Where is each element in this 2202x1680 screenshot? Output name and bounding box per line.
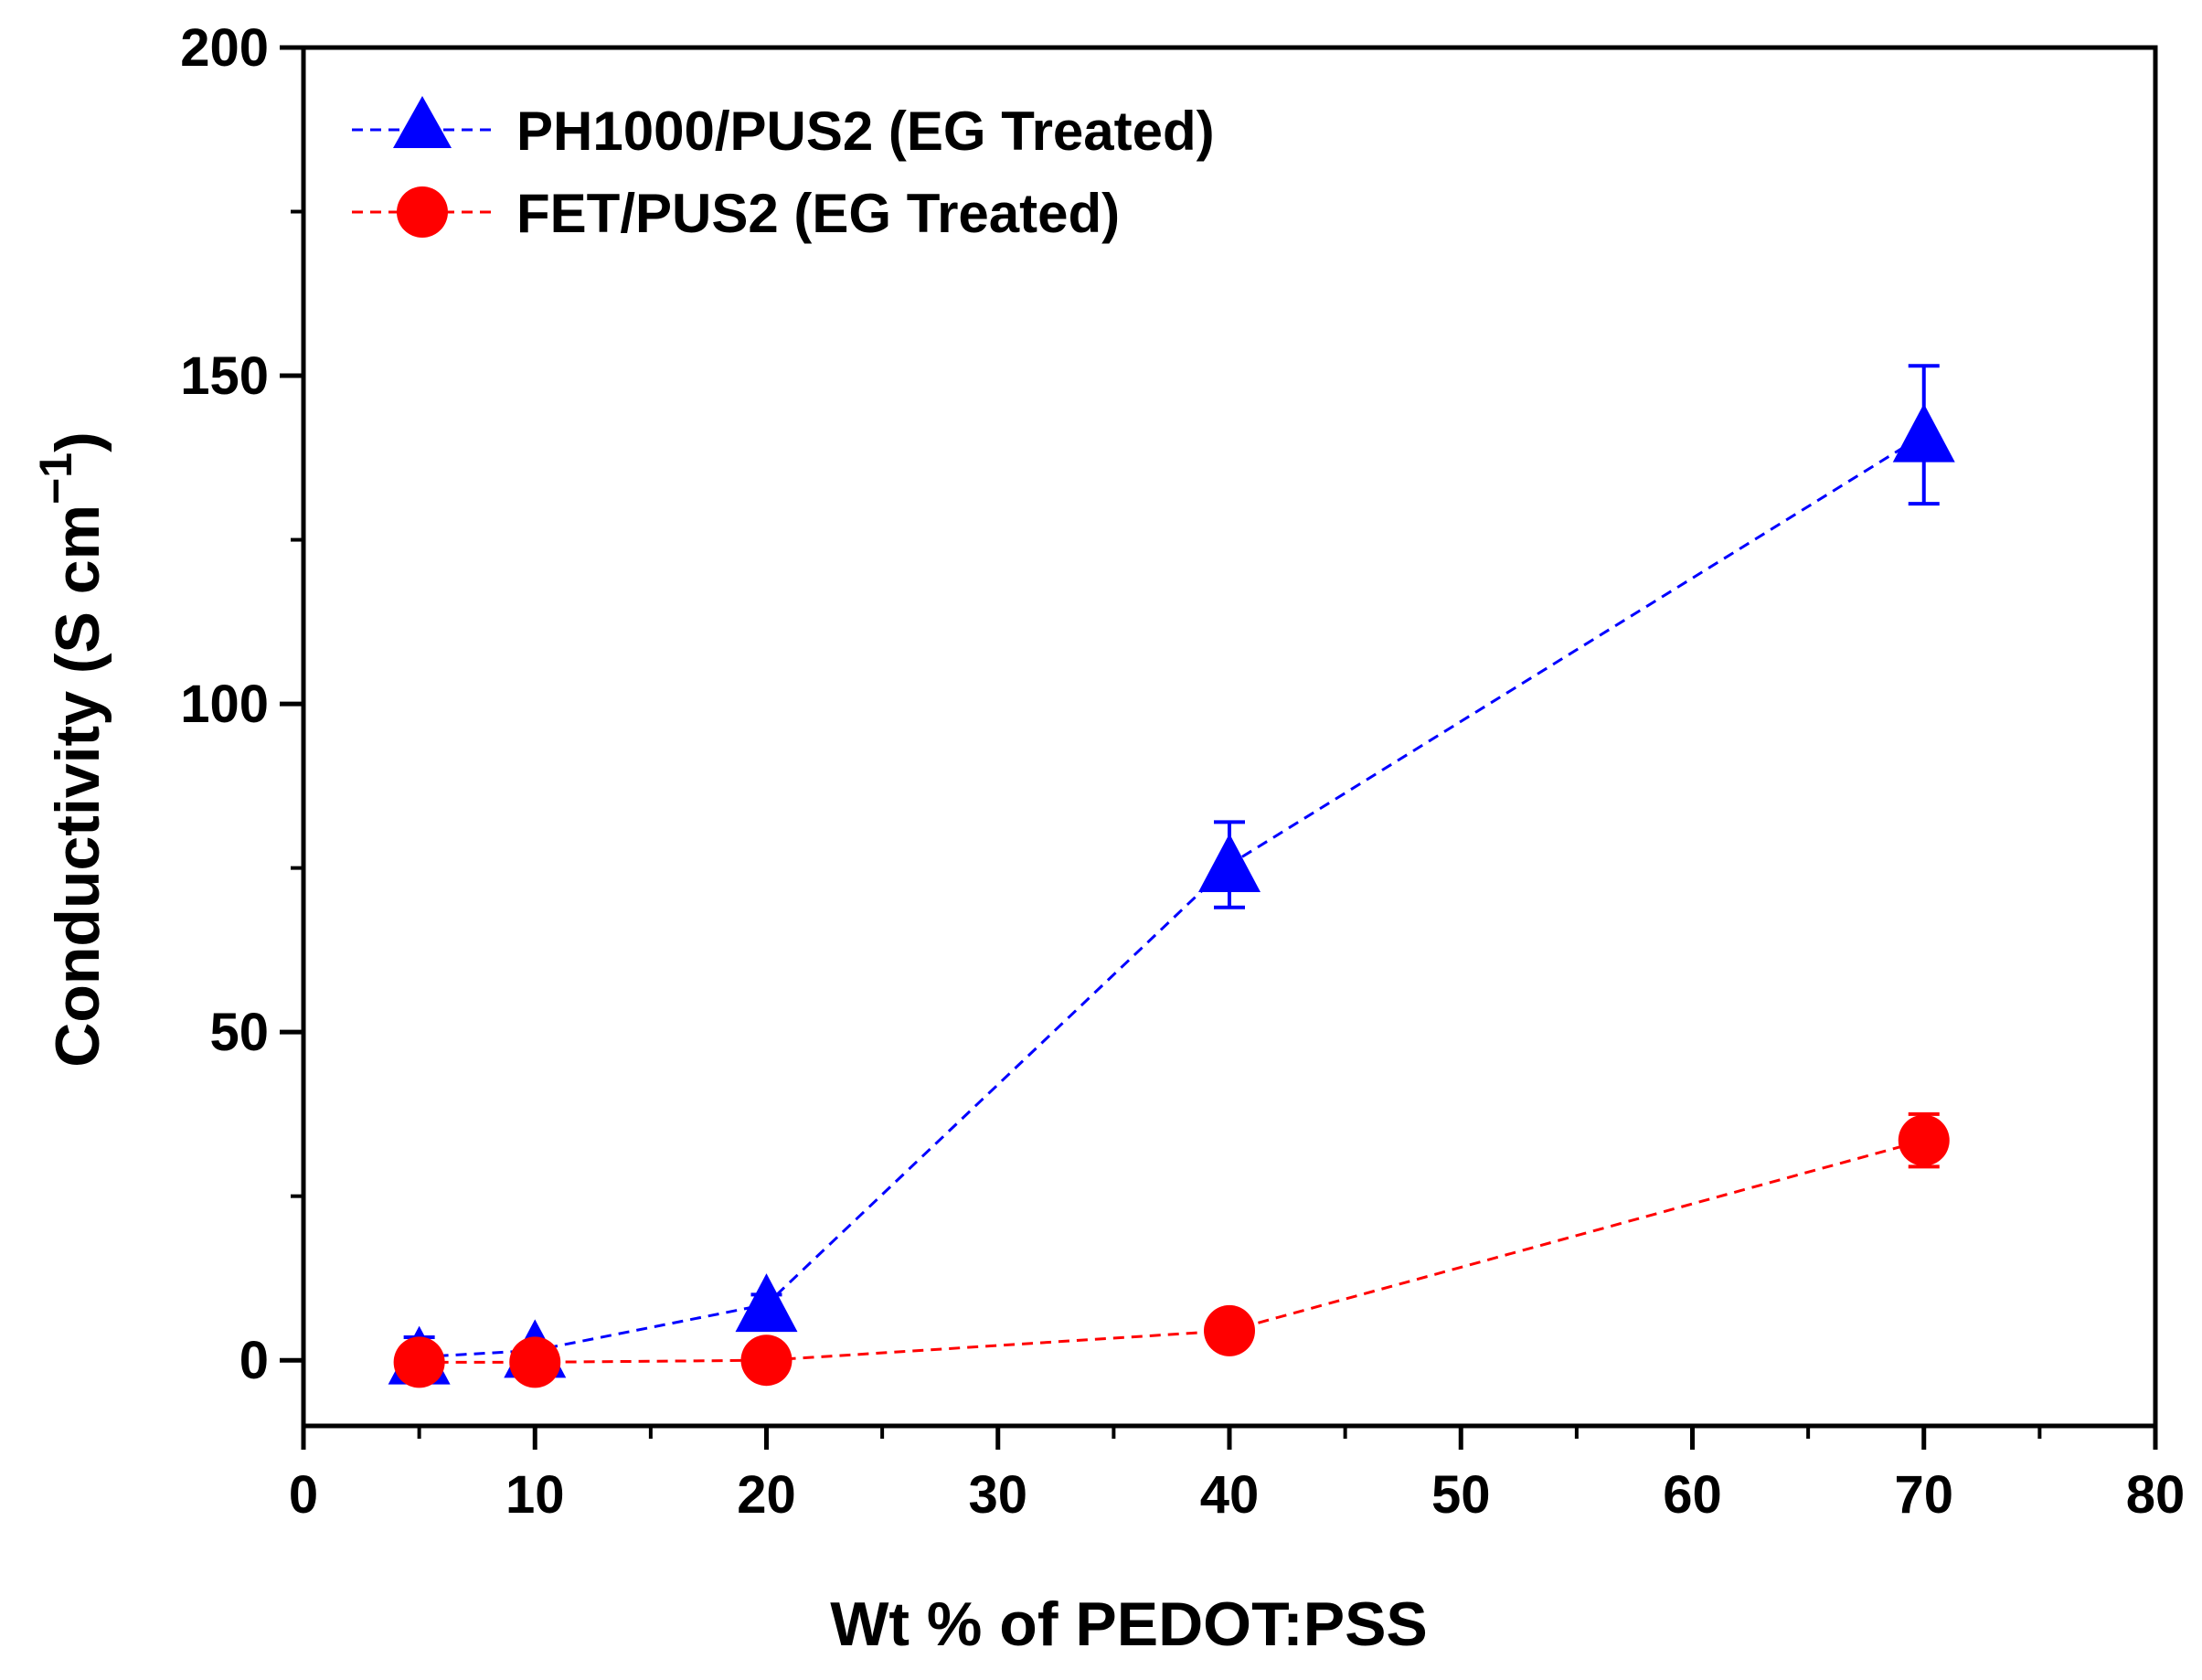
y-axis-title-superscript: −1 — [30, 452, 81, 505]
y-axis-ticks: 0 50 100 150 200 — [180, 18, 303, 1390]
data-point-circle — [1898, 1114, 1950, 1166]
y-axis-title-main: Conductivity (S cm — [43, 505, 112, 1068]
y-tick-label: 50 — [209, 1003, 269, 1062]
series-line — [419, 1139, 1925, 1364]
series-ph1000-pus2 — [388, 364, 1955, 1385]
x-tick-label: 10 — [505, 1465, 565, 1525]
y-tick-label: 100 — [180, 675, 269, 734]
series-layer — [388, 364, 1955, 1388]
x-tick-label: 40 — [1200, 1465, 1260, 1525]
series-line — [419, 433, 1925, 1359]
y-axis-title: Conductivity (S cm−1) — [30, 431, 112, 1068]
legend: PH1000/PUS2 (EG Treated) FET/PUS2 (EG Tr… — [352, 96, 1215, 244]
y-tick-label: 150 — [180, 346, 269, 406]
data-point-circle — [509, 1336, 561, 1388]
data-point-triangle — [1892, 403, 1955, 463]
data-point-circle — [740, 1334, 793, 1387]
x-axis-ticks: 0 10 20 30 40 50 60 70 80 — [289, 1426, 2185, 1525]
y-tick-label: 200 — [180, 18, 269, 78]
plot-frame — [301, 45, 2158, 1429]
x-axis-title: Wt % of PEDOT:PSS — [830, 1590, 1428, 1659]
data-point-triangle — [735, 1273, 798, 1333]
legend-label-ph1000: PH1000/PUS2 (EG Treated) — [516, 101, 1215, 162]
x-tick-label: 70 — [1894, 1465, 1953, 1525]
data-point-triangle — [1198, 834, 1261, 893]
x-tick-label: 20 — [737, 1465, 796, 1525]
data-point-circle — [393, 1336, 445, 1388]
x-tick-label: 60 — [1663, 1465, 1722, 1525]
y-tick-label: 0 — [239, 1331, 269, 1390]
legend-entry-ph1000: PH1000/PUS2 (EG Treated) — [352, 96, 1215, 162]
x-tick-label: 0 — [289, 1465, 318, 1525]
legend-label-fet: FET/PUS2 (EG Treated) — [516, 183, 1120, 244]
legend-circle-marker — [397, 186, 448, 238]
x-tick-label: 30 — [968, 1465, 1027, 1525]
data-point-circle — [1204, 1304, 1255, 1356]
series-fet-pus2 — [393, 1111, 1950, 1388]
y-axis-title-close: ) — [43, 431, 112, 452]
x-tick-label: 80 — [2126, 1465, 2186, 1525]
legend-entry-fet: FET/PUS2 (EG Treated) — [352, 183, 1120, 244]
x-tick-label: 50 — [1431, 1465, 1491, 1525]
legend-triangle-marker — [393, 96, 452, 148]
